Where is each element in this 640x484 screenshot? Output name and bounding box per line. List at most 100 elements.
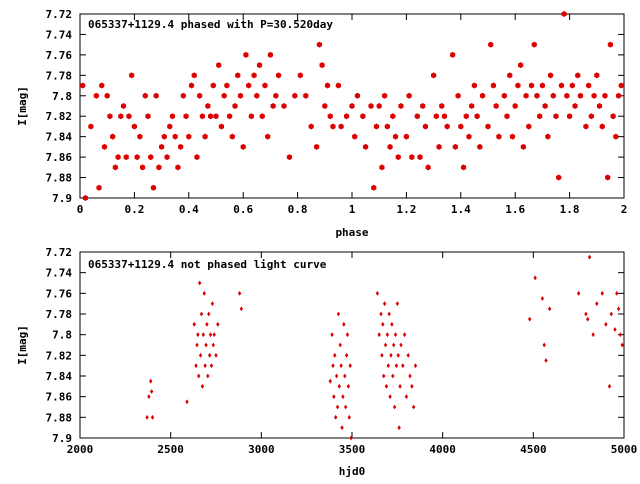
unphased-data-point bbox=[406, 352, 410, 358]
unphased-data-point bbox=[201, 332, 205, 338]
unphased-data-point bbox=[196, 332, 200, 338]
phased-data-point bbox=[607, 41, 613, 48]
unphased-data-point bbox=[381, 321, 385, 327]
phased-data-point bbox=[352, 133, 358, 140]
phased-data-point bbox=[169, 113, 176, 120]
phased-x-tick-label: 1.2 bbox=[396, 203, 416, 216]
phased-x-tick-label: 2 bbox=[621, 203, 628, 216]
phased-data-point bbox=[324, 82, 331, 89]
phased-data-point bbox=[216, 62, 222, 69]
phased-data-point bbox=[460, 164, 467, 171]
phased-data-point bbox=[161, 133, 167, 140]
phased-data-point bbox=[335, 82, 341, 89]
unphased-y-tick-label: 7.9 bbox=[52, 432, 72, 445]
phased-data-point bbox=[316, 41, 322, 48]
phased-data-point bbox=[485, 123, 491, 130]
phased-data-point bbox=[575, 72, 581, 79]
phased-data-point bbox=[474, 113, 480, 120]
phased-data-point bbox=[229, 133, 235, 140]
phased-data-point bbox=[368, 103, 374, 109]
phased-data-point bbox=[273, 92, 279, 99]
phased-data-point bbox=[338, 123, 344, 130]
phased-data-point bbox=[615, 92, 622, 99]
phased-data-point bbox=[501, 92, 507, 99]
unphased-data-point bbox=[237, 290, 242, 296]
phased-data-point bbox=[235, 72, 241, 79]
unphased-data-point bbox=[335, 404, 340, 410]
phased-data-point bbox=[520, 143, 526, 150]
unphased-data-point bbox=[338, 342, 342, 348]
unphased-data-point bbox=[334, 414, 338, 420]
unphased-data-point bbox=[604, 321, 608, 327]
phased-data-point bbox=[542, 103, 548, 109]
unphased-data-point bbox=[392, 342, 396, 348]
phased-data-point bbox=[577, 92, 584, 99]
phased-data-point bbox=[406, 92, 412, 99]
phased-data-point bbox=[567, 113, 573, 120]
phased-data-point bbox=[240, 143, 246, 150]
phased-x-tick-label: 1 bbox=[349, 203, 356, 216]
phased-data-point bbox=[183, 113, 189, 120]
phased-y-tick-label: 7.86 bbox=[46, 151, 73, 164]
phased-data-point bbox=[265, 133, 271, 140]
phased-data-point bbox=[477, 143, 483, 150]
phased-y-tick-label: 7.88 bbox=[46, 172, 73, 185]
phased-data-point bbox=[618, 82, 624, 89]
unphased-data-point bbox=[211, 342, 215, 348]
unphased-data-point bbox=[388, 394, 392, 400]
phased-data-point bbox=[101, 143, 108, 150]
phased-data-point bbox=[191, 72, 197, 79]
phased-data-point bbox=[382, 92, 388, 99]
phased-data-point bbox=[99, 82, 105, 89]
phased-data-point bbox=[409, 154, 415, 161]
unphased-data-point bbox=[332, 394, 336, 400]
phased-data-point bbox=[387, 143, 393, 150]
phased-data-point bbox=[197, 92, 203, 99]
unphased-y-tick-label: 7.82 bbox=[46, 349, 73, 362]
phased-data-point bbox=[599, 123, 605, 130]
phased-data-point bbox=[150, 184, 157, 191]
phased-data-point bbox=[588, 113, 594, 120]
phased-data-point bbox=[227, 113, 233, 120]
unphased-data-point bbox=[587, 254, 592, 260]
phased-data-point bbox=[390, 113, 396, 120]
phased-data-point bbox=[547, 72, 554, 79]
phased-data-point bbox=[137, 133, 143, 140]
phased-data-point bbox=[523, 92, 529, 99]
phased-data-point bbox=[556, 174, 562, 181]
phased-data-point bbox=[572, 103, 578, 109]
phased-data-point bbox=[139, 164, 146, 171]
unphased-data-point bbox=[205, 321, 209, 327]
phased-data-point bbox=[360, 113, 366, 120]
phased-data-point bbox=[479, 92, 486, 99]
unphased-data-point bbox=[208, 332, 213, 338]
phased-data-point bbox=[145, 113, 151, 120]
unphased-data-point bbox=[342, 321, 346, 327]
unphased-data-point bbox=[337, 383, 341, 389]
phased-data-point bbox=[164, 154, 170, 161]
phased-data-point bbox=[488, 41, 494, 48]
unphased-data-point bbox=[586, 316, 590, 322]
phased-data-point bbox=[210, 82, 216, 89]
phased-data-point bbox=[363, 143, 369, 150]
unphased-data-point bbox=[348, 363, 352, 369]
phased-data-point bbox=[246, 82, 252, 89]
phased-data-point bbox=[322, 103, 328, 109]
phased-data-point bbox=[596, 103, 603, 109]
unphased-data-point bbox=[185, 399, 189, 405]
unphased-data-point bbox=[390, 321, 394, 327]
unphased-data-point bbox=[616, 306, 621, 312]
phased-x-tick-label: 0 bbox=[77, 203, 84, 216]
phased-data-point bbox=[452, 143, 458, 150]
unphased-x-tick-label: 4000 bbox=[429, 443, 456, 456]
unphased-data-point bbox=[591, 332, 595, 338]
phased-data-point bbox=[531, 41, 537, 48]
phased-data-point bbox=[539, 82, 545, 89]
phased-data-point bbox=[605, 174, 611, 181]
unphased-data-point bbox=[209, 363, 214, 369]
phased-data-point bbox=[254, 92, 260, 99]
phased-data-point bbox=[509, 133, 516, 140]
unphased-data-point bbox=[397, 425, 401, 431]
phased-data-point bbox=[107, 113, 113, 120]
